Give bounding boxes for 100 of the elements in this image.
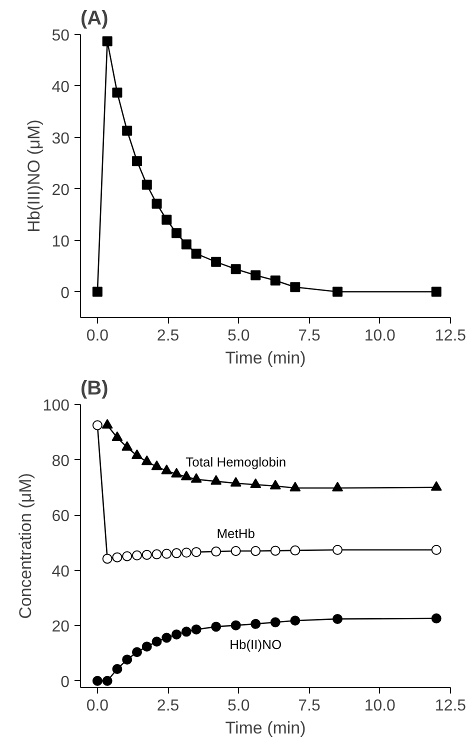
- point: [290, 482, 301, 492]
- point: [250, 478, 262, 488]
- point: [162, 548, 172, 559]
- y-tick-label: 30: [52, 130, 70, 148]
- chart-title: (A): [80, 8, 108, 30]
- point: [112, 431, 123, 442]
- point: [230, 264, 241, 274]
- point: [172, 228, 182, 238]
- y-tick-label: 100: [42, 398, 70, 414]
- y-tick-label: 10: [52, 233, 70, 250]
- point: [132, 156, 142, 166]
- point: [190, 473, 202, 483]
- point: [181, 626, 192, 637]
- y-tick-label: 40: [52, 563, 70, 580]
- point: [431, 544, 442, 555]
- point: [270, 546, 280, 556]
- point: [211, 546, 222, 557]
- x-tick-label: 12.5: [434, 698, 466, 714]
- point: [332, 614, 343, 624]
- x-tick-label: 2.5: [156, 328, 180, 344]
- point: [270, 275, 280, 286]
- point: [211, 622, 222, 632]
- series-label: Total Hemoglobin: [186, 454, 286, 470]
- point: [132, 550, 142, 560]
- y-tick-label: 60: [52, 508, 70, 526]
- point: [250, 546, 261, 556]
- point: [181, 239, 192, 250]
- y-axis-title: Hb(III)NO (μM): [24, 120, 44, 232]
- point: [112, 552, 122, 562]
- point: [161, 464, 172, 474]
- y-tick-label: 20: [52, 618, 70, 636]
- point: [290, 616, 300, 626]
- point: [332, 286, 343, 297]
- x-tick-label: 5.0: [228, 698, 250, 714]
- point: [122, 654, 132, 665]
- point: [180, 470, 192, 480]
- point: [112, 88, 122, 98]
- point: [152, 549, 162, 560]
- point: [122, 551, 132, 562]
- point: [191, 248, 202, 259]
- point: [92, 286, 102, 297]
- y-axis-title: Concentration (μM): [16, 473, 35, 619]
- point: [191, 547, 202, 558]
- point: [141, 455, 152, 466]
- chart-title: (B): [80, 378, 108, 400]
- point: [122, 441, 133, 451]
- point: [431, 286, 442, 297]
- point: [102, 554, 112, 564]
- x-tick-label: 0.0: [86, 698, 109, 714]
- x-tick-label: 12.5: [434, 328, 466, 344]
- series-label: Hb(II)NO: [230, 636, 282, 652]
- point: [92, 676, 102, 686]
- y-tick-label: 0: [60, 284, 70, 302]
- point: [230, 476, 242, 487]
- point: [181, 548, 192, 558]
- point: [230, 546, 241, 556]
- point: [250, 618, 261, 629]
- point: [102, 418, 113, 429]
- point: [431, 613, 442, 624]
- point: [211, 256, 222, 267]
- point: [102, 36, 112, 46]
- x-tick-label: 2.5: [156, 698, 180, 714]
- x-tick-label: 10.0: [364, 328, 396, 344]
- point: [152, 198, 162, 209]
- point: [332, 482, 344, 492]
- x-tick-label: 0.0: [86, 328, 109, 344]
- point: [290, 545, 300, 556]
- point: [162, 214, 172, 225]
- point: [131, 449, 142, 460]
- y-tick-label: 80: [52, 452, 70, 470]
- y-tick-label: 20: [52, 182, 70, 199]
- series-label: MetHb: [216, 526, 255, 541]
- y-tick-label: 50: [52, 28, 70, 44]
- point: [142, 642, 152, 652]
- point: [102, 676, 112, 686]
- x-tick-label: 7.5: [298, 698, 320, 714]
- point: [112, 664, 122, 674]
- point: [152, 636, 162, 647]
- point: [270, 480, 281, 490]
- point: [332, 544, 343, 555]
- x-axis-title: Time (min): [225, 718, 306, 738]
- point: [430, 481, 442, 491]
- point: [290, 282, 300, 292]
- point: [210, 475, 222, 485]
- point: [270, 617, 280, 628]
- point: [172, 629, 182, 640]
- x-tick-label: 7.5: [298, 328, 320, 344]
- x-tick-label: 5.0: [228, 328, 250, 344]
- point: [132, 647, 142, 658]
- point: [142, 180, 152, 190]
- point: [171, 468, 182, 478]
- point: [250, 270, 261, 280]
- x-axis-title: Time (min): [225, 348, 306, 368]
- point: [122, 126, 132, 136]
- x-tick-label: 10.0: [364, 698, 396, 714]
- point: [151, 460, 162, 470]
- point: [172, 548, 182, 558]
- point: [191, 624, 202, 634]
- point: [162, 632, 172, 643]
- y-tick-label: 0: [60, 674, 70, 691]
